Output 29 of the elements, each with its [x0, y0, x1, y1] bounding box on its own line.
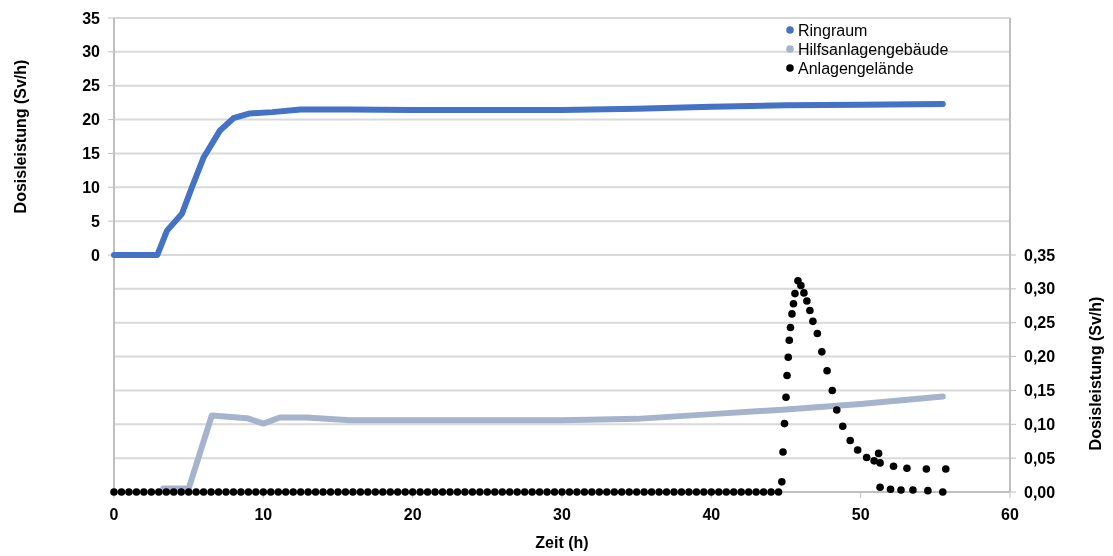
legend-label: Hilfsanlagengebäude [798, 40, 949, 58]
legend-label: Anlagengelände [798, 59, 914, 77]
x-tick-label: 30 [553, 506, 571, 523]
y2-tick-label: 0,30 [1024, 280, 1056, 298]
y2-tick-label: 0,35 [1024, 246, 1056, 264]
y-tick-label: 5 [91, 212, 101, 230]
y-tick-label: 30 [82, 43, 101, 61]
y-tick-label: 20 [82, 111, 101, 129]
legend-label: Ringraum [798, 21, 868, 39]
y2-tick-label: 0,05 [1024, 449, 1056, 467]
y2-tick-label: 0,20 [1024, 348, 1056, 366]
x-axis-title: Zeit (h) [535, 534, 589, 551]
y-tick-label: 0 [91, 246, 101, 264]
y2-tick-label: 0,10 [1024, 415, 1056, 433]
y-tick-label: 35 [82, 9, 101, 27]
x-tick-label: 50 [851, 506, 870, 523]
y-tick-label: 10 [82, 178, 101, 196]
y-tick-label: 15 [82, 145, 101, 163]
x-tick-label: 40 [702, 506, 721, 523]
y2-tick-label: 0,25 [1024, 314, 1056, 332]
y2-axis-title: Dosisleistung (Sv/h) [1087, 296, 1104, 451]
x-tick-label: 20 [403, 506, 422, 523]
y2-tick-label: 0,00 [1024, 483, 1056, 501]
x-tick-label: 10 [254, 506, 273, 523]
x-tick-label: 0 [109, 506, 119, 523]
x-tick-label: 60 [1001, 506, 1019, 523]
y-axis-title: Dosisleistung (Sv/h) [12, 59, 29, 214]
y-tick-label: 25 [82, 77, 101, 95]
y2-tick-label: 0,15 [1024, 382, 1056, 400]
